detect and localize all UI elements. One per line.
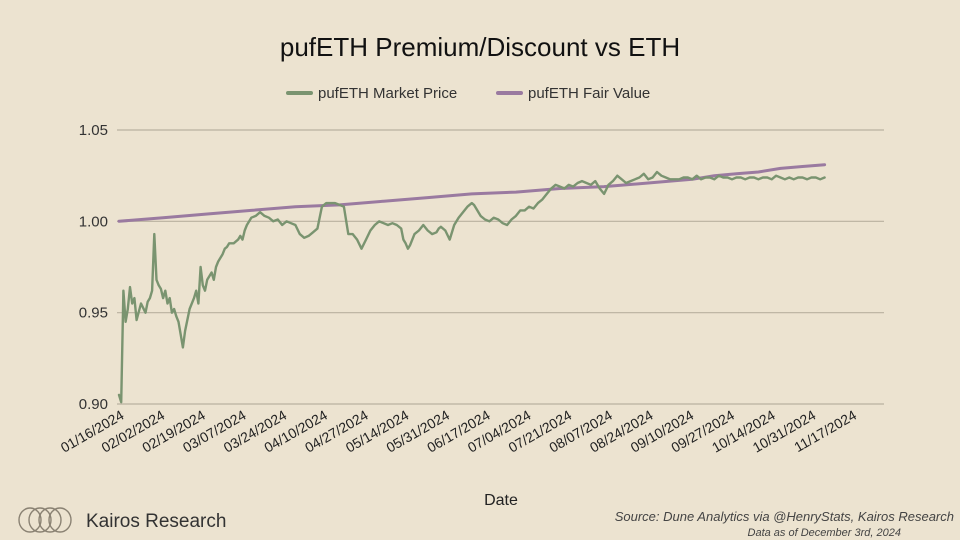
brand-logo: Kairos Research xyxy=(18,507,226,533)
series xyxy=(117,163,827,404)
y-tick-label: 0.95 xyxy=(79,305,108,322)
data-as-of-note: Data as of December 3rd, 2024 xyxy=(748,527,901,539)
series-line-market-price xyxy=(117,170,826,404)
source-note: Source: Dune Analytics via @HenryStats, … xyxy=(615,509,954,524)
chart-title: pufETH Premium/Discount vs ETH xyxy=(280,32,680,62)
kairos-logo-icon xyxy=(18,507,72,533)
legend-label-market-price: pufETH Market Price xyxy=(318,85,457,102)
y-tick-label: 0.90 xyxy=(79,396,108,413)
y-tick-label: 1.05 xyxy=(79,122,108,139)
y-axis-ticks: 0.90 0.95 1.00 1.05 xyxy=(79,122,108,413)
legend: pufETH Market Price pufETH Fair Value xyxy=(286,85,650,102)
y-tick-label: 1.00 xyxy=(79,213,108,230)
x-axis-label: Date xyxy=(484,492,518,509)
brand-name: Kairos Research xyxy=(86,511,226,532)
x-axis-ticks: 01/16/202402/02/202402/19/202403/07/2024… xyxy=(58,407,859,456)
legend-label-fair-value: pufETH Fair Value xyxy=(528,85,650,102)
series-line-fair-value xyxy=(117,163,827,223)
